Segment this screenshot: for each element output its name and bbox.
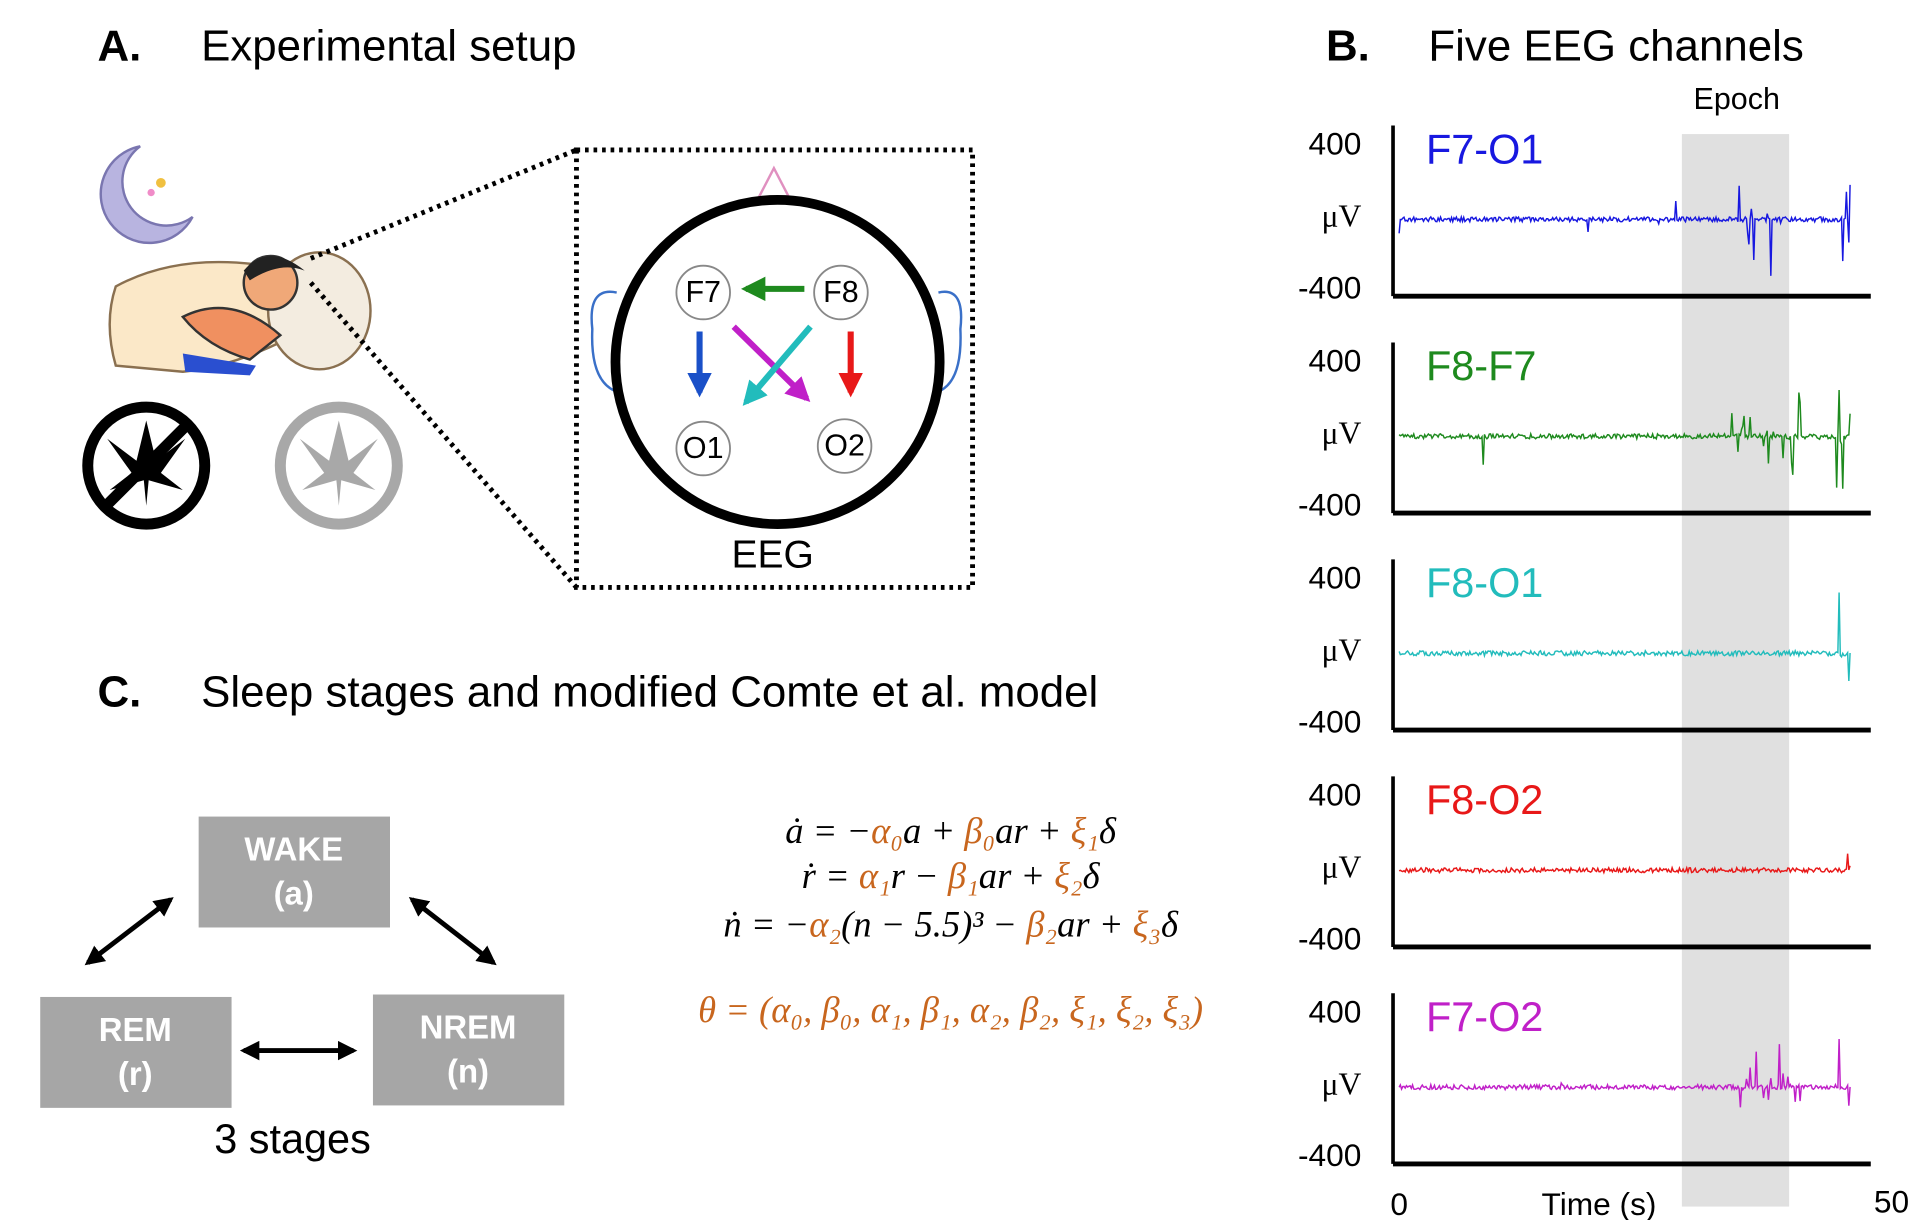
equation-part: β₂ [1025, 904, 1057, 945]
stage-name: NREM [420, 1009, 517, 1046]
equation-part: ȧ = − [785, 810, 871, 851]
y-tick-label: 400 [1309, 126, 1362, 162]
equation-part: r − [891, 855, 948, 896]
channel-name: F7-O2 [1426, 993, 1543, 1040]
equation-part: δ [1161, 904, 1179, 945]
equation: θ = (α₀, β₀, α₁, β₁, α₂, β₂, ξ₁, ξ₂, ξ₃) [698, 989, 1203, 1030]
cannabis-icon [280, 407, 397, 524]
equation-part: ξ₁ [1071, 810, 1099, 851]
equation-part: δ [1083, 855, 1101, 896]
electrode-label: F7 [685, 275, 721, 309]
equation-part: ar + [979, 855, 1054, 896]
equation-part: ṅ = − [723, 904, 809, 945]
channel-name: F8-O2 [1426, 776, 1543, 823]
panel-label: B. [1326, 21, 1370, 70]
y-tick-label: -400 [1298, 703, 1361, 739]
equation-part: α₂ [809, 904, 841, 945]
y-unit: μV [1321, 416, 1361, 451]
y-unit: μV [1321, 199, 1361, 234]
y-unit: μV [1321, 1066, 1361, 1101]
electrode-label: O1 [683, 431, 724, 465]
stage-variable: (r) [118, 1055, 153, 1092]
equation-part: ξ₃ [1133, 904, 1161, 945]
y-tick-label: 400 [1309, 776, 1362, 812]
stage-name: WAKE [244, 831, 343, 868]
y-tick-label: -400 [1298, 920, 1361, 956]
y-tick-label: -400 [1298, 1137, 1361, 1173]
y-tick-label: 400 [1309, 343, 1362, 379]
equation-part: ξ₂ [1054, 855, 1082, 896]
stage-variable: (n) [447, 1052, 489, 1089]
head [592, 168, 962, 524]
y-tick-label: 400 [1309, 560, 1362, 596]
eeg-label: EEG [732, 533, 814, 576]
y-tick-label: -400 [1298, 269, 1361, 305]
panel-title: Five EEG channels [1428, 21, 1803, 70]
y-tick-label: -400 [1298, 486, 1361, 522]
equation-part: a + [903, 810, 964, 851]
stage-variable: (a) [274, 874, 314, 911]
channel-name: F8-F7 [1426, 342, 1536, 389]
equation: ȧ = −α₀a + β₀ar + ξ₁δ [785, 810, 1117, 851]
moon [101, 146, 193, 243]
panel-title: Experimental setup [201, 21, 576, 70]
no-cannabis-icon [88, 407, 205, 524]
x-axis-label: Time (s) [1542, 1186, 1657, 1220]
equation: ṙ = α₁r − β₁ar + ξ₂δ [802, 855, 1101, 896]
equation-part: α₀ [871, 810, 903, 851]
equation-part: ar + [995, 810, 1070, 851]
y-unit: μV [1321, 633, 1361, 668]
equation-part: α₁ [859, 855, 891, 896]
y-unit: μV [1321, 849, 1361, 884]
equation-part: (n − 5.5)³ − [841, 904, 1026, 945]
equation-part: β₁ [947, 855, 979, 896]
panel-title: Sleep stages and modified Comte et al. m… [201, 667, 1098, 716]
electrode-label: F8 [823, 275, 859, 309]
epoch-label: Epoch [1694, 82, 1780, 116]
equation-part: ar + [1057, 904, 1132, 945]
x-start: 0 [1390, 1186, 1408, 1220]
stage-name: REM [99, 1011, 172, 1048]
sleeping-person [110, 252, 371, 375]
panel-label: A. [98, 21, 142, 70]
x-end: 50 [1874, 1184, 1909, 1220]
equation-part: ṙ = [802, 855, 859, 896]
electrode-label: O2 [824, 428, 865, 462]
equation-part: δ [1099, 810, 1117, 851]
y-tick-label: 400 [1309, 993, 1362, 1029]
channel-name: F7-O1 [1426, 125, 1543, 172]
equation: ṅ = −α₂(n − 5.5)³ − β₂ar + ξ₃δ [723, 904, 1179, 945]
panel-label: C. [98, 667, 142, 716]
stages-caption: 3 stages [214, 1115, 371, 1162]
equation-part: θ = (α₀, β₀, α₁, β₁, α₂, β₂, ξ₁, ξ₂, ξ₃) [698, 989, 1203, 1030]
figure: A. Experimental setup F7 F8 O1 O2 EEG C. Sl… [0, 0, 1911, 1220]
equation-part: β₀ [963, 810, 995, 851]
channel-name: F8-O1 [1426, 559, 1543, 606]
